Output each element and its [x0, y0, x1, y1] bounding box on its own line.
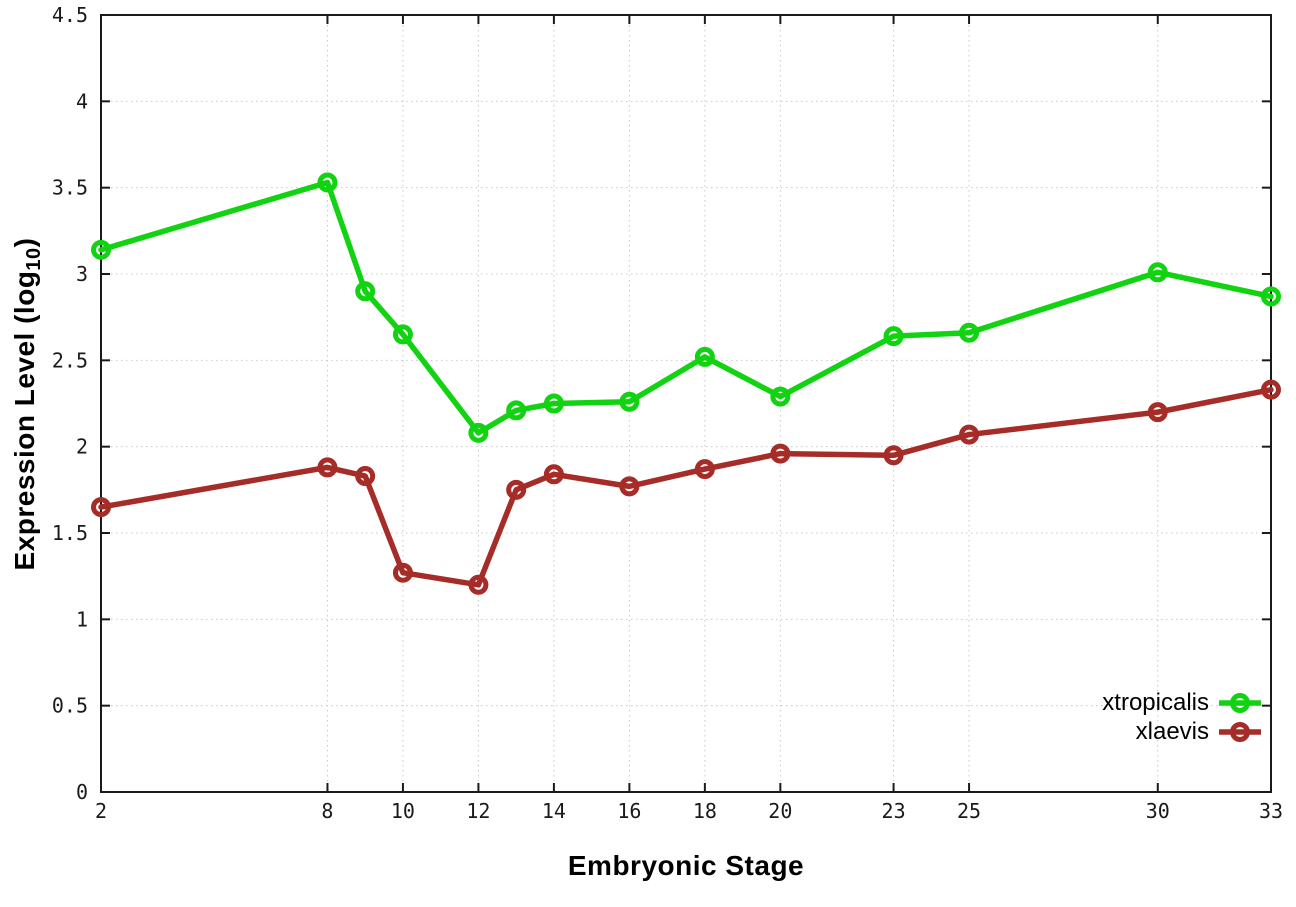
data-point-xlaevis [468, 574, 489, 595]
x-axis-title: Embryonic Stage [567, 850, 805, 881]
data-point-xtropicalis [355, 281, 376, 302]
x-tick-label: 2 [95, 799, 107, 823]
data-point-xtropicalis [619, 391, 640, 412]
data-point-xlaevis [883, 445, 904, 466]
x-tick-label: 12 [466, 799, 490, 823]
data-point-xlaevis [619, 476, 640, 497]
y-tick-label: 0 [76, 780, 88, 804]
y-axis-title-close: ) [9, 237, 40, 248]
x-tick-label: 30 [1146, 799, 1170, 823]
data-point-xlaevis [1261, 379, 1281, 400]
y-tick-label: 2 [76, 435, 88, 459]
y-axis-title-subscript: 10 [23, 247, 45, 271]
data-point-xtropicalis [317, 172, 338, 193]
data-point-xtropicalis [883, 326, 904, 347]
data-point-xlaevis [91, 497, 111, 518]
legend-label-xtropicalis: xtropicalis [1102, 689, 1209, 716]
legend-item-xtropicalis: xtropicalis [1102, 688, 1262, 717]
x-tick-label: 33 [1259, 799, 1283, 823]
x-tick-label: 20 [768, 799, 792, 823]
y-axis-title-main: Expression Level (log [9, 270, 40, 571]
y-tick-label: 3 [76, 262, 88, 286]
xlaevis-series-marker-icon [1219, 721, 1261, 742]
xtropicalis-series-marker-icon [1219, 692, 1261, 713]
data-point-xtropicalis [506, 400, 527, 421]
data-point-xlaevis [392, 562, 413, 583]
series-line-xtropicalis [98, 179, 1274, 436]
data-point-xlaevis [355, 466, 376, 487]
series-line-xlaevis [98, 386, 1274, 588]
data-point-xtropicalis [91, 239, 111, 260]
data-point-xlaevis [770, 443, 791, 464]
data-point-xtropicalis [392, 324, 413, 345]
y-tick-label: 3.5 [52, 176, 88, 200]
y-tick-label: 4.5 [52, 3, 88, 27]
y-tick-label: 0.5 [52, 694, 88, 718]
x-tick-label: 23 [882, 799, 906, 823]
data-point-xtropicalis [468, 422, 489, 443]
data-point-xlaevis [1147, 402, 1168, 423]
y-tick-label: 2.5 [52, 348, 88, 372]
data-point-xtropicalis [1261, 286, 1281, 307]
x-tick-label: 10 [391, 799, 415, 823]
data-point-xlaevis [543, 464, 564, 485]
data-point-xtropicalis [543, 393, 564, 414]
data-point-xlaevis [694, 459, 715, 480]
y-tick-label: 4 [76, 89, 88, 113]
y-tick-label: 1 [76, 607, 88, 631]
y-tick-label: 1.5 [52, 521, 88, 545]
data-point-xlaevis [317, 457, 338, 478]
x-tick-label: 14 [542, 799, 566, 823]
legend-label-xlaevis: xlaevis [1135, 718, 1209, 745]
legend-item-xlaevis: xlaevis [1136, 717, 1262, 746]
x-tick-label: 8 [321, 799, 333, 823]
x-tick-label: 25 [957, 799, 981, 823]
x-tick-label: 18 [693, 799, 717, 823]
data-point-xtropicalis [959, 322, 980, 343]
data-point-xtropicalis [1147, 262, 1168, 283]
plot-border [100, 14, 1272, 793]
data-point-xlaevis [959, 424, 980, 445]
legend: xtropicalis xlaevis [1102, 688, 1262, 746]
data-point-xlaevis [506, 479, 527, 500]
y-axis-title: Expression Level (log10) [9, 237, 45, 571]
data-point-xtropicalis [694, 346, 715, 367]
x-tick-label: 16 [617, 799, 641, 823]
data-point-xtropicalis [770, 386, 791, 407]
